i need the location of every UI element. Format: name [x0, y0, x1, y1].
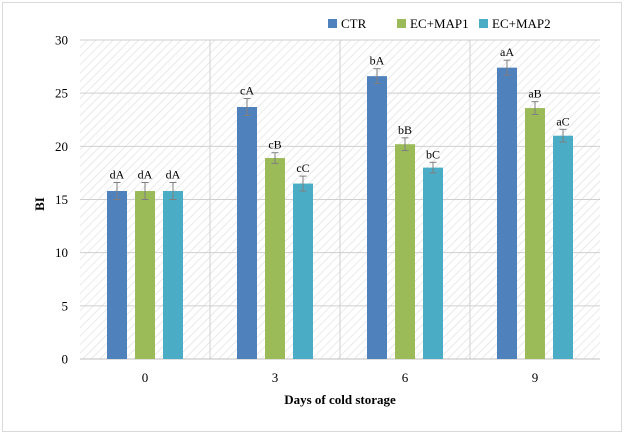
data-label: aC: [556, 114, 569, 128]
bar-ec-map1-day-3: [265, 158, 285, 359]
bar-ctr-day-6: [367, 76, 387, 360]
y-axis-title: BI: [32, 197, 47, 211]
y-tick-label: 5: [62, 298, 69, 313]
data-label: aA: [500, 45, 514, 59]
bar-ec-map2-day-0: [163, 190, 183, 359]
data-label: cB: [268, 138, 281, 152]
legend-entry: EC+MAP1: [410, 16, 469, 31]
legend-swatch: [479, 19, 488, 28]
y-tick-label: 30: [55, 33, 68, 48]
x-tick-label: 6: [402, 370, 409, 385]
legend-entry: EC+MAP2: [492, 16, 551, 31]
bar-ec-map2-day-9: [553, 135, 573, 359]
bar-ec-map2-day-3: [293, 183, 313, 359]
bar-ec-map1-day-0: [135, 190, 155, 359]
legend-swatch: [397, 19, 406, 28]
bar-ctr-day-0: [107, 190, 127, 359]
x-tick-label: 3: [272, 370, 279, 385]
bar-ctr-day-3: [237, 106, 257, 360]
labels: dA dA dA cA cB cC bA bB bC aA aB aC: [110, 45, 570, 181]
y-tick-label: 25: [55, 86, 68, 101]
legend: CTR EC+MAP1 EC+MAP2: [328, 16, 551, 31]
bar-ctr-day-9: [497, 67, 517, 359]
x-axis-title: Days of cold storage: [284, 392, 396, 407]
y-tick-label: 20: [55, 139, 68, 154]
data-label: dA: [138, 167, 153, 181]
legend-swatch: [328, 19, 337, 28]
data-label: aB: [528, 87, 541, 101]
x-tick-label: 0: [142, 370, 149, 385]
data-label: dA: [110, 167, 125, 181]
y-tick-label: 10: [55, 245, 68, 260]
data-label: bB: [398, 123, 412, 137]
legend-entry: CTR: [341, 16, 367, 31]
y-tick-label: 15: [55, 192, 68, 207]
bar-ec-map1-day-9: [525, 108, 545, 359]
bar-ec-map1-day-6: [395, 144, 415, 359]
data-label: dA: [166, 167, 181, 181]
y-tick-label: 0: [62, 352, 69, 367]
data-label: bA: [370, 54, 385, 68]
bar-ec-map2-day-6: [423, 167, 443, 359]
x-tick-label: 9: [532, 370, 539, 385]
bars: [107, 59, 573, 360]
data-label: cA: [240, 83, 254, 97]
data-label: cC: [296, 161, 309, 175]
data-label: bC: [426, 147, 440, 161]
